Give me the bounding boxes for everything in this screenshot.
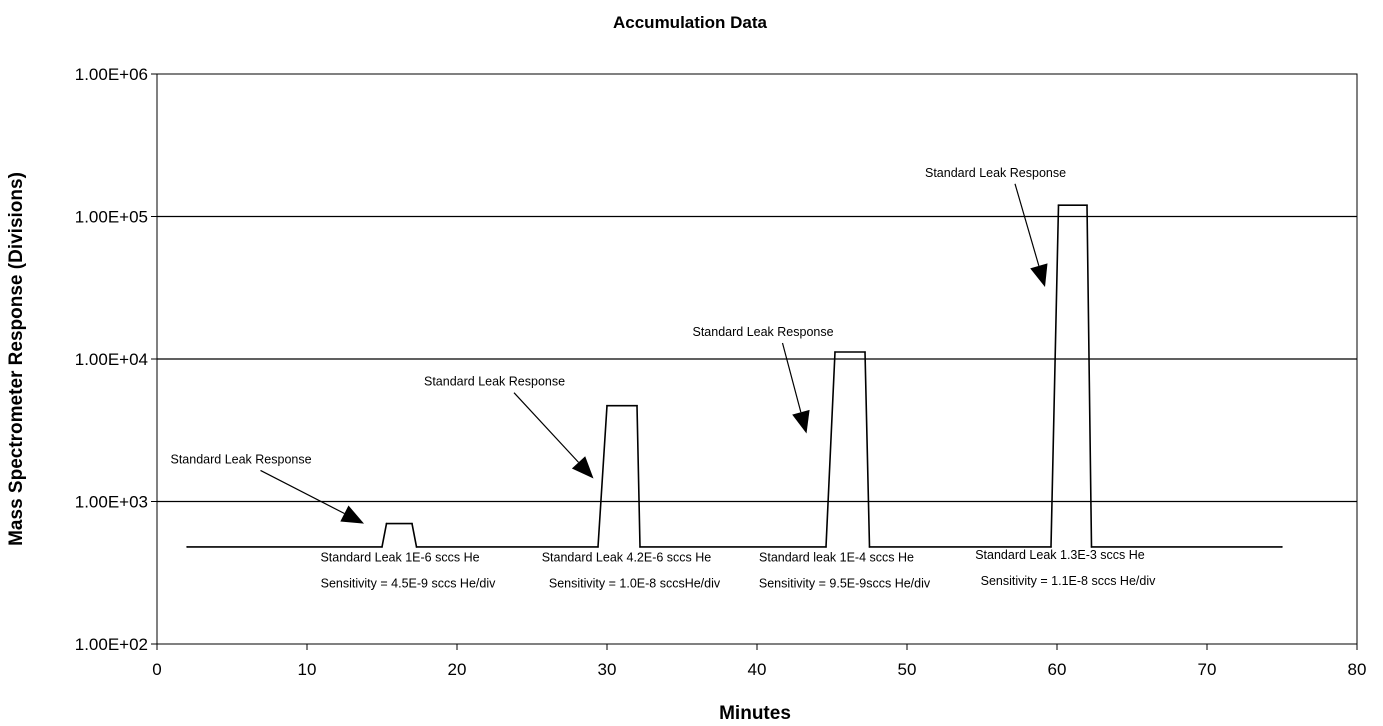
series-point <box>411 522 413 525</box>
x-axis-title: Minutes <box>719 703 791 724</box>
annotation-label: Standard Leak Response <box>693 325 834 339</box>
leak-note-sensitivity: Sensitivity = 1.1E-8 sccs He/div <box>981 574 1156 588</box>
series-point <box>606 404 608 407</box>
leak-note-sensitivity: Sensitivity = 9.5E-9sccs He/div <box>759 576 931 590</box>
series-point <box>415 546 418 548</box>
series-point <box>868 546 871 548</box>
y-axis-title: Mass Spectrometer Response (Divisions) <box>6 172 27 546</box>
x-tick-label: 60 <box>1048 660 1067 679</box>
series-point <box>639 546 641 548</box>
series-point <box>1050 546 1052 548</box>
series-point <box>864 351 866 353</box>
leak-note-sensitivity: Sensitivity = 4.5E-9 sccs He/div <box>321 576 496 590</box>
series-point <box>597 546 599 548</box>
x-tick-label: 0 <box>152 660 161 679</box>
leak-note-standard: Standard Leak 1E-6 sccs He <box>320 550 479 564</box>
y-tick-label: 1.00E+05 <box>75 208 148 227</box>
annotation-arrowhead <box>340 505 364 524</box>
series-point <box>636 404 638 407</box>
y-tick-label: 1.00E+06 <box>75 65 148 84</box>
annotation-label: Standard Leak Response <box>424 375 565 389</box>
leak-note-standard: Standard leak 1E-4 sccs He <box>759 550 914 564</box>
y-tick-label: 1.00E+02 <box>75 635 148 654</box>
gridlines <box>157 215 1357 503</box>
annotation-arrow-shaft <box>260 469 345 515</box>
x-tick-label: 40 <box>748 660 767 679</box>
x-tick-label: 20 <box>448 660 467 679</box>
y-tick-label: 1.00E+03 <box>75 493 148 512</box>
annotation-arrowhead <box>1030 263 1048 287</box>
series-point <box>1057 204 1060 206</box>
series-point <box>825 546 827 548</box>
series-point <box>1086 204 1088 206</box>
series-point <box>1281 546 1283 548</box>
annotations: Standard Leak Response Standard Leak Resp… <box>171 166 1066 524</box>
chart-title: Accumulation Data <box>613 13 768 32</box>
series-group <box>186 204 1283 548</box>
x-tick-label: 50 <box>898 660 917 679</box>
y-axis-ticks: 1.00E+02 1.00E+03 1.00E+04 1.00E+05 1.00E+06 <box>75 65 157 654</box>
series-point <box>381 546 383 548</box>
annotation-label: Standard Leak Response <box>925 166 1066 180</box>
annotation-arrow-shaft <box>781 342 802 413</box>
x-tick-label: 30 <box>598 660 617 679</box>
x-tick-label: 10 <box>298 660 317 679</box>
y-tick-label: 1.00E+04 <box>75 350 148 369</box>
x-tick-label: 80 <box>1348 660 1367 679</box>
annotation-label: Standard Leak Response <box>171 452 312 466</box>
x-tick-label: 70 <box>1198 660 1217 679</box>
series-line <box>187 204 1282 548</box>
series-point <box>834 351 836 353</box>
x-axis-ticks: 0 10 20 30 40 50 60 70 80 <box>152 644 1366 679</box>
annotation-arrow-shaft <box>1014 183 1040 267</box>
annotation-arrowhead <box>571 456 594 479</box>
series-point <box>1090 546 1093 548</box>
leak-notes: Standard Leak 1E-6 sccs He Sensitivity = … <box>320 548 1156 590</box>
annotation-arrowhead <box>792 409 810 434</box>
series-point <box>186 546 188 548</box>
annotation-arrow-shaft <box>513 392 579 463</box>
series-point <box>385 522 388 525</box>
leak-note-standard: Standard Leak 1.3E-3 sccs He <box>975 548 1145 562</box>
leak-note-standard: Standard Leak 4.2E-6 sccs He <box>542 550 712 564</box>
leak-note-sensitivity: Sensitivity = 1.0E-8 sccsHe/div <box>549 576 721 590</box>
